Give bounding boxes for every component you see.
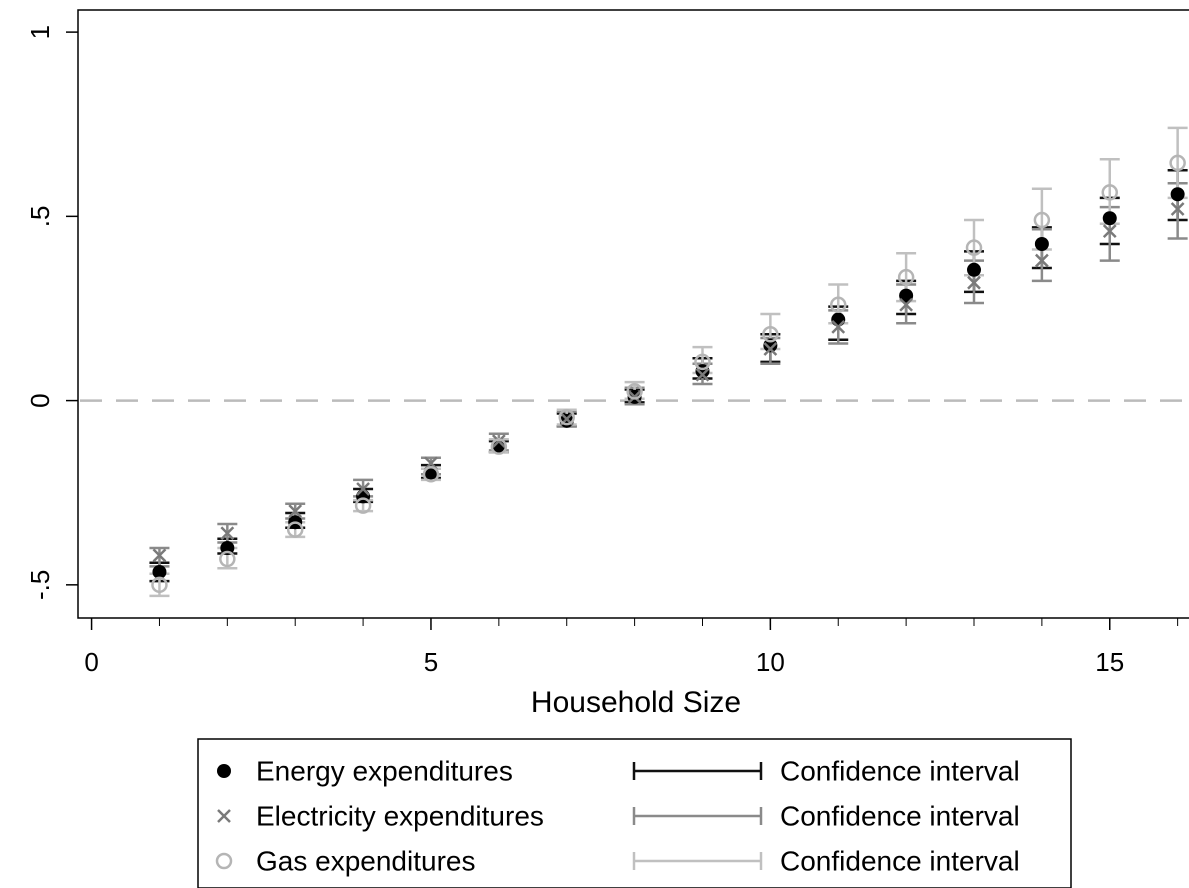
x-marker-stroke	[1170, 202, 1185, 216]
data-point	[967, 262, 981, 277]
data-point	[1102, 224, 1117, 238]
y-tick-label: -.5	[25, 570, 55, 600]
data-point	[695, 367, 710, 382]
legend-ci-label: Confidence interval	[780, 846, 1020, 877]
x-tick-label: 5	[424, 647, 438, 677]
data-point	[627, 390, 642, 404]
data-point	[897, 268, 915, 286]
x-marker-stroke	[627, 390, 642, 404]
data-point	[763, 342, 778, 356]
data-point	[1102, 211, 1117, 226]
data-point	[1169, 154, 1186, 172]
data-point	[219, 550, 236, 568]
data-points	[151, 154, 1186, 594]
data-point	[286, 521, 304, 538]
x-marker-stroke	[763, 342, 778, 356]
data-point	[967, 275, 981, 290]
data-point	[1170, 202, 1185, 216]
x-tick-label: 10	[756, 647, 785, 677]
data-point	[829, 296, 847, 314]
y-tick-label: 1	[25, 25, 55, 39]
x-marker-stroke	[288, 504, 303, 519]
data-point	[354, 497, 372, 514]
x-tick-label: 0	[84, 647, 98, 677]
data-point	[899, 288, 914, 303]
legend-marker	[215, 852, 233, 870]
x-marker-stroke	[899, 297, 914, 312]
legend-label: Electricity expenditures	[256, 801, 544, 832]
data-point	[490, 438, 508, 455]
data-point	[831, 312, 846, 327]
data-point	[763, 338, 778, 353]
data-point	[1034, 236, 1049, 251]
data-point	[1101, 184, 1119, 201]
data-point	[694, 353, 711, 371]
legend-label: Energy expenditures	[256, 756, 513, 787]
legend-items: Energy expenditures Confidence interval El…	[215, 756, 1020, 877]
legend-marker	[217, 764, 231, 778]
data-point	[1034, 253, 1049, 268]
data-point	[356, 482, 370, 496]
data-point	[899, 297, 914, 312]
data-point	[1170, 187, 1185, 202]
data-point	[422, 466, 440, 483]
data-point	[220, 540, 235, 555]
data-point	[151, 576, 168, 594]
data-point	[288, 504, 303, 519]
x-marker-stroke	[1102, 224, 1117, 238]
x-marker-stroke	[1034, 253, 1049, 268]
x-marker-stroke	[695, 367, 710, 382]
x-tick-label: 15	[1095, 647, 1124, 677]
legend-ci-label: Confidence interval	[780, 801, 1020, 832]
data-point	[626, 383, 643, 400]
x-axis-title: Household Size	[531, 686, 741, 719]
x-marker-stroke	[152, 548, 167, 563]
data-point	[1033, 211, 1051, 229]
data-point	[220, 526, 235, 541]
legend-label: Gas expenditures	[256, 846, 475, 877]
legend-marker	[217, 809, 231, 823]
x-marker-stroke	[220, 526, 235, 541]
data-point	[558, 408, 575, 426]
plot-frame	[77, 9, 1189, 619]
y-tick-label: .5	[25, 206, 55, 228]
data-point	[152, 564, 167, 579]
x-axis: 0 5 10 15	[84, 618, 1179, 677]
x-marker-stroke	[217, 809, 231, 823]
data-point	[762, 326, 779, 343]
y-axis: -.5 0 .5 1	[25, 25, 78, 600]
legend-ci-label: Confidence interval	[780, 756, 1020, 787]
x-marker-stroke	[356, 482, 370, 496]
data-point	[152, 548, 167, 563]
confidence-intervals	[149, 126, 1188, 598]
x-marker-stroke	[491, 434, 506, 449]
data-point	[491, 434, 506, 449]
data-point	[965, 239, 983, 256]
x-marker-stroke	[831, 320, 846, 334]
data-point	[831, 320, 846, 334]
x-marker-stroke	[967, 275, 981, 290]
legend: Energy expenditures Confidence interval El…	[197, 738, 1072, 888]
y-tick-label: 0	[25, 393, 55, 407]
